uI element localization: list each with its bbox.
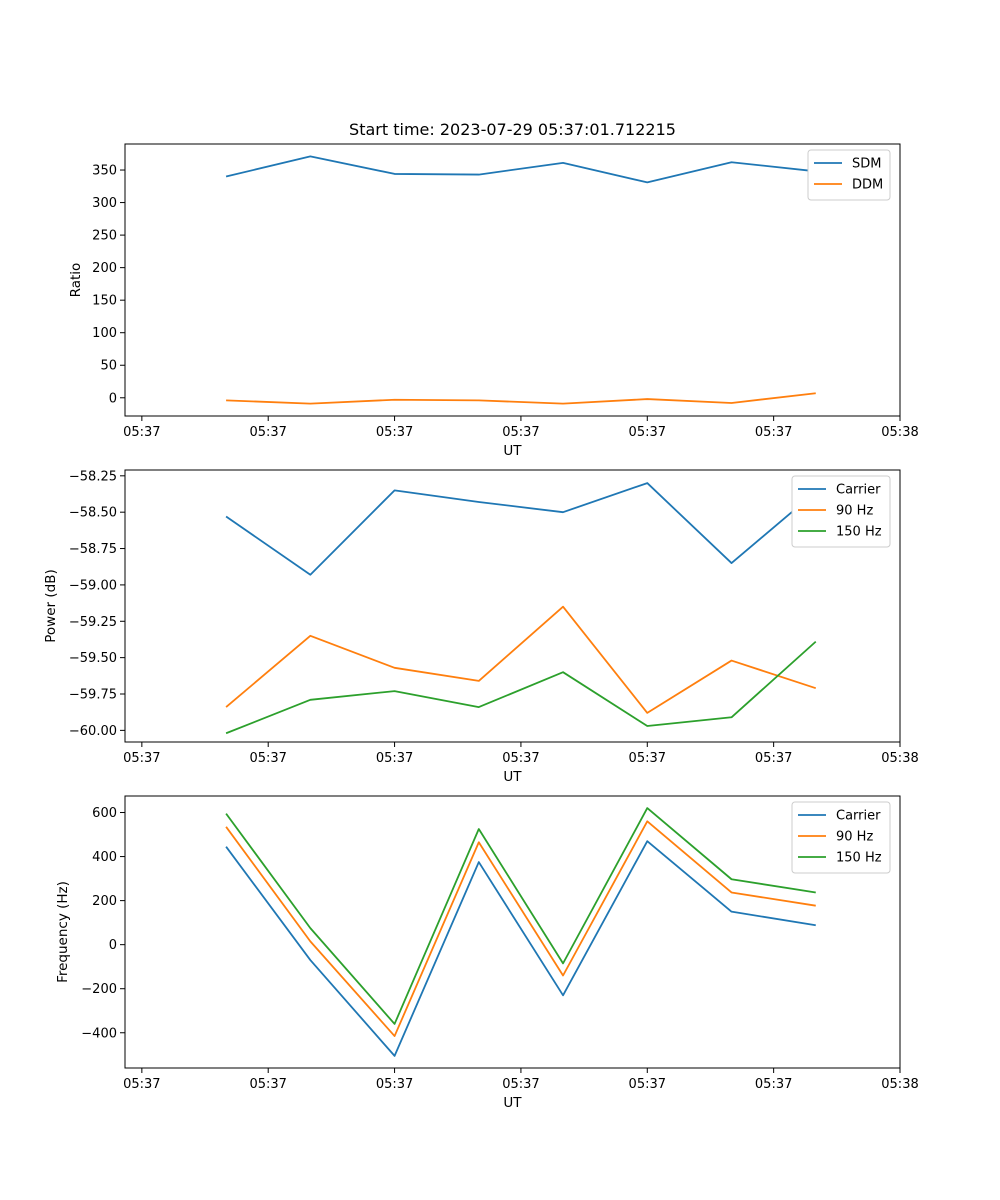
x-tick-label: 05:38 bbox=[881, 425, 918, 440]
x-tick-label: 05:37 bbox=[249, 751, 286, 766]
x-tick-label: 05:37 bbox=[376, 425, 413, 440]
y-tick-label: −59.00 bbox=[69, 578, 117, 593]
x-tick-label: 05:37 bbox=[123, 751, 160, 766]
legend-box bbox=[791, 801, 891, 874]
series-line-carrier bbox=[225, 840, 816, 1057]
y-axis-label: Frequency (Hz) bbox=[55, 881, 71, 983]
legend-label: SDM bbox=[852, 157, 881, 172]
legend: SDM DDM bbox=[807, 149, 891, 201]
series-line-ddm bbox=[226, 392, 816, 405]
y-tick-label: −59.25 bbox=[69, 615, 117, 630]
y-axis-label: Power (dB) bbox=[43, 569, 59, 642]
y-tick-label: −58.75 bbox=[69, 542, 117, 557]
legend-label: Carrier bbox=[836, 809, 881, 824]
y-tick-label: 300 bbox=[92, 196, 117, 211]
y-tick-label: 200 bbox=[92, 261, 117, 276]
y-tick-label: 50 bbox=[100, 359, 117, 374]
series-group bbox=[225, 482, 817, 735]
legend-label: 150 Hz bbox=[836, 525, 882, 540]
series-line-90-hz bbox=[225, 820, 816, 1037]
y-tick-label: 350 bbox=[92, 164, 117, 179]
y-tick-label: −59.50 bbox=[69, 651, 117, 666]
x-axis-label: UT bbox=[503, 769, 522, 785]
x-tick-label: 05:37 bbox=[755, 1077, 792, 1092]
plot-frame bbox=[124, 469, 901, 743]
panel-1: Start time: 2023-07-29 05:37:01.71221505… bbox=[68, 120, 919, 459]
legend-label: 150 Hz bbox=[836, 851, 882, 866]
panel-3: 05:37 05:37 05:37 05:37 05:37 05:37 05:38 −400 −… bbox=[55, 795, 919, 1111]
x-tick-label: 05:37 bbox=[502, 425, 539, 440]
y-tick-label: −58.50 bbox=[69, 506, 117, 521]
series-line-sdm bbox=[225, 155, 816, 184]
x-tick-label: 05:38 bbox=[881, 1077, 918, 1092]
x-tick-label: 05:37 bbox=[629, 425, 666, 440]
x-axis-label: UT bbox=[503, 1095, 522, 1111]
y-tick-label: 400 bbox=[92, 850, 117, 865]
y-tick-label: 600 bbox=[92, 806, 117, 821]
x-tick-label: 05:37 bbox=[629, 1077, 666, 1092]
x-tick-label: 05:37 bbox=[123, 425, 160, 440]
legend-label: DDM bbox=[852, 178, 883, 193]
y-axis-label: Ratio bbox=[68, 263, 84, 298]
x-tick-label: 05:37 bbox=[249, 425, 286, 440]
panel-2: 05:37 05:37 05:37 05:37 05:37 05:37 05:38 −60.0… bbox=[43, 469, 919, 785]
x-tick-label: 05:37 bbox=[629, 751, 666, 766]
x-tick-label: 05:38 bbox=[881, 751, 918, 766]
x-tick-label: 05:37 bbox=[376, 1077, 413, 1092]
y-tick-label: 0 bbox=[109, 938, 117, 953]
y-tick-label: −58.25 bbox=[69, 469, 117, 484]
x-tick-label: 05:37 bbox=[755, 751, 792, 766]
series-line-150-hz bbox=[225, 807, 816, 1025]
y-tick-label: 200 bbox=[92, 894, 117, 909]
series-group bbox=[225, 807, 816, 1057]
x-tick-label: 05:37 bbox=[502, 751, 539, 766]
x-axis-label: UT bbox=[503, 443, 522, 459]
x-tick-label: 05:37 bbox=[123, 1077, 160, 1092]
legend-label: 90 Hz bbox=[836, 504, 873, 519]
legend-label: 90 Hz bbox=[836, 830, 873, 845]
y-tick-label: 250 bbox=[92, 229, 117, 244]
y-tick-label: 0 bbox=[109, 391, 117, 406]
legend-box bbox=[791, 475, 891, 548]
series-line-carrier bbox=[225, 482, 817, 576]
x-tick-label: 05:37 bbox=[249, 1077, 286, 1092]
y-tick-label: −400 bbox=[81, 1026, 117, 1041]
y-tick-label: 100 bbox=[92, 326, 117, 341]
plot-frame bbox=[124, 143, 901, 417]
series-line-150-hz bbox=[225, 640, 817, 735]
plot-frame bbox=[124, 795, 901, 1069]
x-tick-label: 05:37 bbox=[502, 1077, 539, 1092]
y-tick-label: 150 bbox=[92, 294, 117, 309]
y-tick-label: −60.00 bbox=[69, 724, 117, 739]
y-tick-label: −59.75 bbox=[69, 688, 117, 703]
x-tick-label: 05:37 bbox=[376, 751, 413, 766]
x-tick-label: 05:37 bbox=[755, 425, 792, 440]
legend: Carrier 90 Hz 150 Hz bbox=[791, 801, 891, 874]
chart-title: Start time: 2023-07-29 05:37:01.712215 bbox=[349, 120, 676, 139]
series-group bbox=[225, 155, 816, 405]
legend: Carrier 90 Hz 150 Hz bbox=[791, 475, 891, 548]
legend-label: Carrier bbox=[836, 483, 881, 498]
y-tick-label: −200 bbox=[81, 982, 117, 997]
series-line-90-hz bbox=[225, 605, 817, 714]
